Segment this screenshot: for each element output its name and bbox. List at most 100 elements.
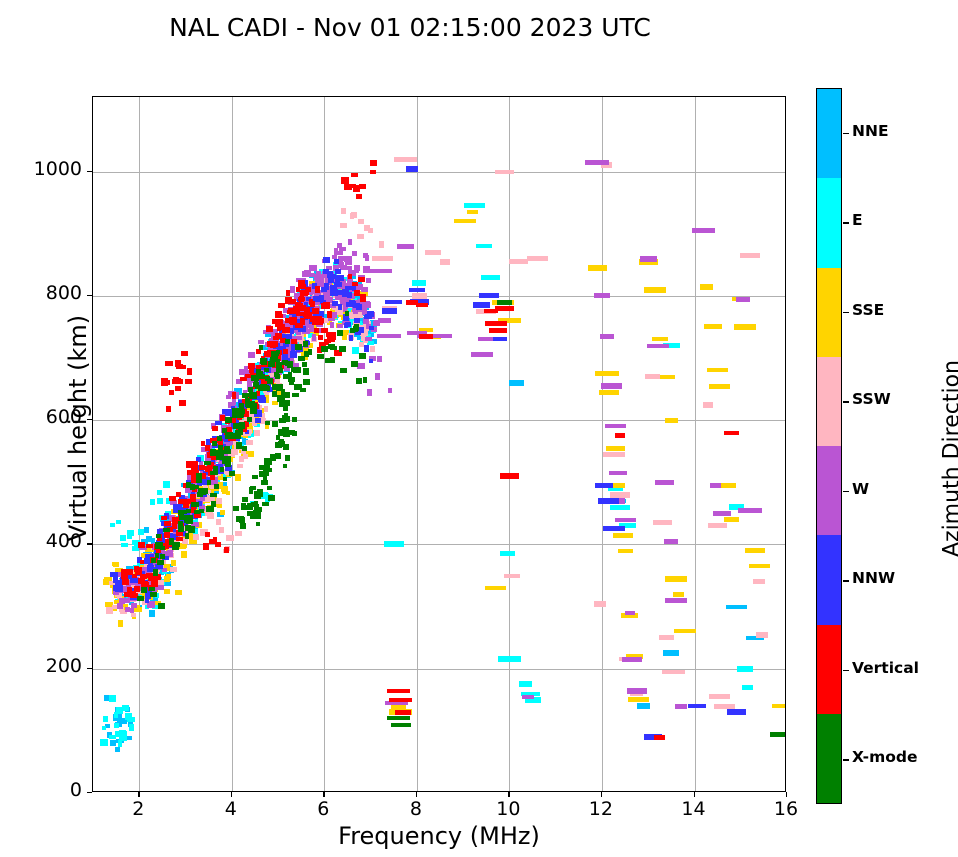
echo-marker xyxy=(272,363,279,369)
echo-marker xyxy=(466,210,478,214)
echo-marker xyxy=(185,525,192,532)
echo-marker xyxy=(329,331,336,338)
echo-marker xyxy=(287,430,296,436)
echo-marker xyxy=(162,480,170,488)
colorbar-tick xyxy=(843,222,849,224)
echo-marker xyxy=(157,602,165,609)
colorbar-label-ssw: SSW xyxy=(852,390,891,409)
echo-marker xyxy=(221,409,227,415)
colorbar-segment-ssw[interactable] xyxy=(817,356,841,446)
echo-marker xyxy=(231,398,236,406)
echo-marker xyxy=(389,697,413,702)
echo-marker xyxy=(621,613,639,619)
colorbar-segment-w[interactable] xyxy=(817,446,841,536)
echo-marker xyxy=(313,323,317,330)
echo-marker xyxy=(163,581,171,587)
colorbar-segment-vertical[interactable] xyxy=(817,624,841,714)
echo-marker xyxy=(369,169,376,174)
azimuth-colorbar[interactable] xyxy=(816,88,842,804)
echo-marker xyxy=(353,264,360,271)
echo-marker xyxy=(236,379,243,384)
echo-marker xyxy=(503,573,520,578)
colorbar-segment-nne[interactable] xyxy=(817,89,841,179)
echo-marker xyxy=(319,295,325,301)
echo-marker xyxy=(120,586,128,592)
echo-marker xyxy=(521,694,534,699)
x-tick-label: 16 xyxy=(773,798,799,820)
echo-marker xyxy=(306,343,313,349)
echo-marker xyxy=(356,363,365,370)
echo-marker xyxy=(359,330,368,336)
echo-marker xyxy=(240,522,247,529)
echo-marker xyxy=(303,307,310,313)
echo-marker xyxy=(239,517,245,524)
echo-marker xyxy=(316,273,322,280)
echo-marker xyxy=(215,420,223,425)
echo-marker xyxy=(328,274,336,280)
echo-marker xyxy=(253,503,259,510)
echo-marker xyxy=(358,327,365,333)
echo-marker xyxy=(224,416,232,423)
echo-marker xyxy=(314,286,320,294)
echo-marker xyxy=(329,322,334,328)
echo-marker xyxy=(386,716,410,721)
echo-marker xyxy=(369,355,377,361)
colorbar-segment-x-mode[interactable] xyxy=(817,713,841,803)
echo-marker xyxy=(278,302,286,308)
echo-marker xyxy=(365,324,371,329)
echo-marker xyxy=(172,503,181,510)
echo-marker xyxy=(241,392,248,398)
echo-marker xyxy=(114,585,123,593)
echo-marker xyxy=(225,395,231,399)
echo-marker xyxy=(169,537,175,545)
echo-marker xyxy=(368,228,374,234)
echo-marker xyxy=(286,351,292,357)
echo-marker xyxy=(674,629,697,634)
echo-marker xyxy=(263,405,268,412)
echo-marker xyxy=(378,241,384,249)
echo-marker xyxy=(123,591,131,597)
echo-marker xyxy=(189,538,198,544)
echo-marker xyxy=(246,510,254,516)
echo-marker xyxy=(207,452,212,459)
echo-marker xyxy=(336,329,343,334)
echo-marker xyxy=(265,420,271,425)
echo-marker xyxy=(209,539,217,545)
echo-marker xyxy=(342,329,350,335)
echo-marker xyxy=(260,378,269,384)
echo-marker xyxy=(157,528,164,535)
echo-marker xyxy=(355,311,364,318)
echo-marker xyxy=(238,369,246,376)
echo-marker xyxy=(378,318,391,324)
echo-marker xyxy=(333,248,338,256)
echo-marker xyxy=(279,417,287,423)
echo-marker xyxy=(325,358,331,363)
echo-marker xyxy=(314,299,322,305)
echo-marker xyxy=(248,362,256,369)
colorbar-segment-nnw[interactable] xyxy=(817,535,841,625)
echo-marker xyxy=(291,313,297,318)
echo-marker xyxy=(273,341,279,348)
echo-marker xyxy=(359,291,368,297)
echo-marker xyxy=(230,432,239,439)
echo-marker xyxy=(286,416,291,423)
echo-marker xyxy=(415,303,428,308)
echo-marker xyxy=(124,606,130,612)
colorbar-segment-e[interactable] xyxy=(817,178,841,268)
echo-marker xyxy=(171,543,179,550)
echo-marker xyxy=(476,244,492,249)
echo-marker xyxy=(229,470,236,476)
echo-marker xyxy=(103,695,109,702)
echo-marker xyxy=(214,483,220,489)
echo-marker xyxy=(249,487,253,495)
echo-marker xyxy=(239,377,247,382)
gridline-vertical xyxy=(139,97,141,791)
colorbar-segment-sse[interactable] xyxy=(817,267,841,357)
echo-marker xyxy=(220,482,227,490)
echo-marker xyxy=(172,541,180,547)
echo-marker xyxy=(139,560,144,564)
echo-marker xyxy=(175,491,181,497)
echo-marker xyxy=(602,451,625,457)
colorbar-label-nnw: NNW xyxy=(852,569,896,588)
plot-area[interactable] xyxy=(92,96,786,792)
